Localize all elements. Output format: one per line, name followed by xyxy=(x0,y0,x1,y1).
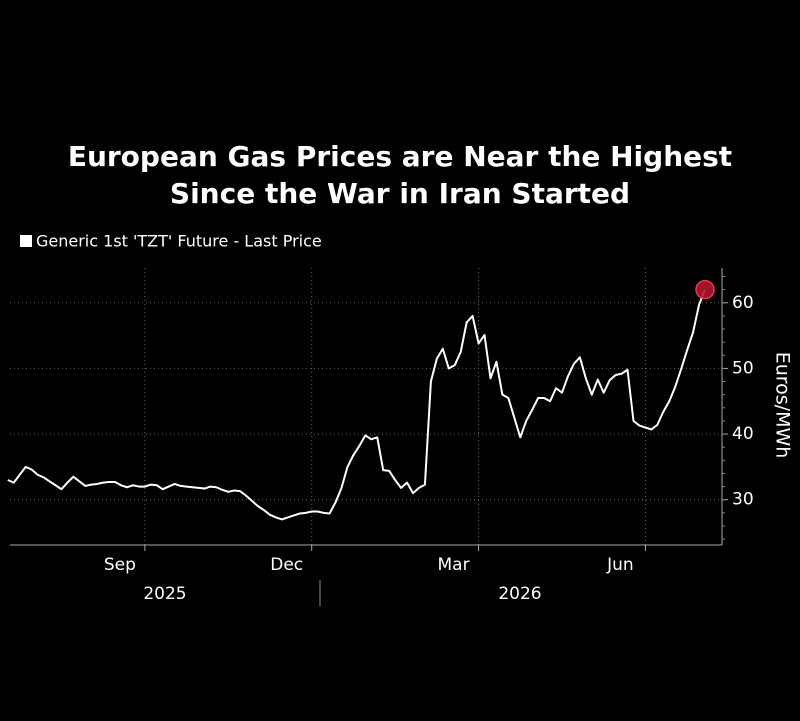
y-tick-label: 40 xyxy=(732,424,754,444)
chart-title: Since the War in Iran Started xyxy=(170,177,630,210)
y-tick-label: 50 xyxy=(732,358,754,378)
last-point-marker xyxy=(695,279,715,300)
legend-swatch xyxy=(20,235,32,247)
x-tick-label: Sep xyxy=(104,555,136,575)
price-line xyxy=(7,289,706,521)
x-tick-label: Dec xyxy=(270,555,303,575)
y-axis-title: Euros/MWh xyxy=(772,352,794,459)
x-group-label: 2026 xyxy=(498,584,541,604)
chart-title: European Gas Prices are Near the Highest xyxy=(68,140,732,173)
y-tick-label: 60 xyxy=(732,293,754,313)
legend-label: Generic 1st 'TZT' Future - Last Price xyxy=(36,232,322,251)
x-group-label: 2025 xyxy=(143,584,186,604)
y-tick-label: 30 xyxy=(732,490,754,510)
x-tick-label: Jun xyxy=(606,555,634,575)
x-tick-label: Mar xyxy=(438,555,470,575)
